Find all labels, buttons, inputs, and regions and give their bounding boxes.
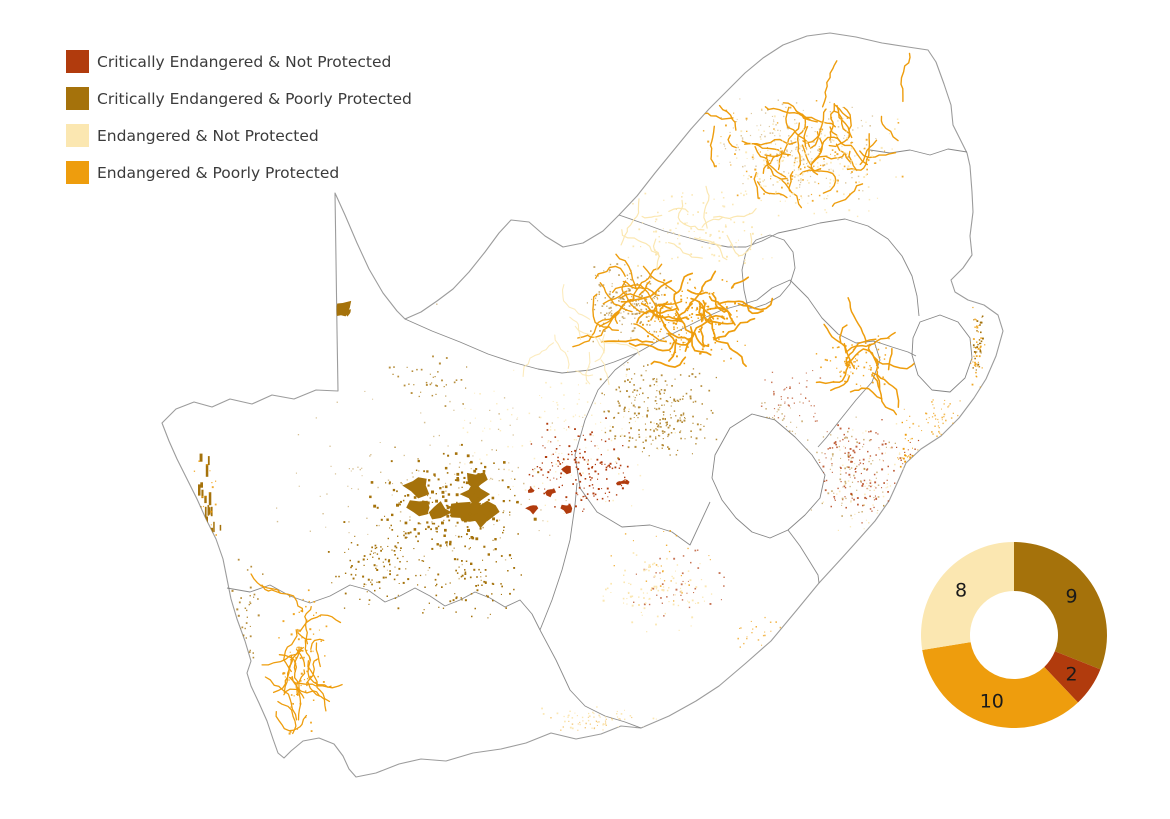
legend-swatch xyxy=(66,50,89,73)
donut-chart: 9 2 10 8 xyxy=(921,542,1107,729)
donut-slice-2 xyxy=(922,642,1078,729)
legend-label: Critically Endangered & Not Protected xyxy=(97,52,392,71)
legend-label: Endangered & Not Protected xyxy=(97,126,319,145)
donut-value-label: 9 xyxy=(1065,586,1077,608)
country-outline xyxy=(161,32,1004,778)
legend-item-en_not_protected: Endangered & Not Protected xyxy=(66,124,412,147)
legend-label: Critically Endangered & Poorly Protected xyxy=(97,89,412,108)
donut-slice-0 xyxy=(1014,542,1107,670)
ecosystem-speckles xyxy=(191,52,986,735)
legend-swatch xyxy=(66,87,89,110)
donut-value-label: 8 xyxy=(955,580,967,602)
legend: Critically Endangered & Not Protected Cri… xyxy=(66,50,412,198)
eswatini-outline xyxy=(911,314,973,393)
lesotho-outline xyxy=(711,413,826,539)
donut-value-label: 10 xyxy=(980,690,1004,712)
donut-slice-1 xyxy=(1044,651,1101,703)
legend-item-ce_poorly_protected: Critically Endangered & Poorly Protected xyxy=(66,87,412,110)
legend-swatch xyxy=(66,161,89,184)
province-borders xyxy=(226,148,968,729)
legend-item-en_poorly_protected: Endangered & Poorly Protected xyxy=(66,161,412,184)
legend-swatch xyxy=(66,124,89,147)
enclave-borders xyxy=(711,314,973,539)
donut-slice-3 xyxy=(921,542,1014,651)
legend-item-ce_not_protected: Critically Endangered & Not Protected xyxy=(66,50,412,73)
legend-label: Endangered & Poorly Protected xyxy=(97,163,340,182)
donut-value-label: 2 xyxy=(1065,664,1077,686)
